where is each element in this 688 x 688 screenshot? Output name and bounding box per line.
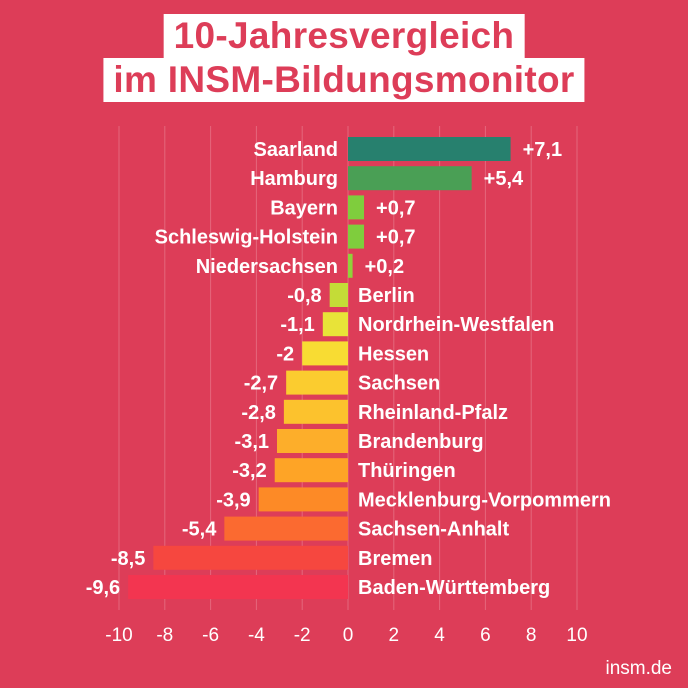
title-line-1: 10-Jahresvergleich xyxy=(163,14,525,58)
category-label: Bremen xyxy=(358,548,432,570)
value-label: -3,9 xyxy=(216,489,250,511)
value-label: -2,7 xyxy=(244,373,278,395)
title-line-2: im INSM-Bildungsmonitor xyxy=(103,58,585,102)
bar xyxy=(224,516,348,541)
bar xyxy=(274,458,348,483)
bar xyxy=(283,399,348,424)
category-label: Niedersachsen xyxy=(196,256,338,278)
category-label: Hamburg xyxy=(250,168,338,190)
category-label: Baden-Württemberg xyxy=(358,577,550,599)
bar xyxy=(277,429,348,453)
x-tick-label: -2 xyxy=(294,625,311,646)
value-label: -8,5 xyxy=(111,548,145,570)
value-label: -5,4 xyxy=(182,519,217,541)
category-label: Brandenburg xyxy=(358,431,484,453)
category-label: Schleswig-Holstein xyxy=(155,227,338,249)
value-label: +0,2 xyxy=(365,256,404,278)
x-tick-label: 6 xyxy=(480,625,491,646)
category-label: Bayern xyxy=(270,197,338,219)
bar xyxy=(286,370,348,395)
bar xyxy=(348,253,353,278)
bar xyxy=(302,341,348,366)
x-tick-label: -10 xyxy=(105,625,132,646)
value-label: +0,7 xyxy=(376,227,415,249)
bar xyxy=(348,166,472,191)
value-label: -9,6 xyxy=(86,577,120,599)
category-label: Sachsen-Anhalt xyxy=(358,519,509,541)
value-label: -2,8 xyxy=(241,402,275,424)
value-label: -3,1 xyxy=(235,431,269,453)
category-label: Saarland xyxy=(254,139,338,161)
category-label: Sachsen xyxy=(358,373,440,395)
x-tick-label: -4 xyxy=(248,625,265,646)
x-tick-label: 4 xyxy=(434,625,445,646)
category-label: Nordrhein-Westfalen xyxy=(358,314,554,336)
category-label: Rheinland-Pfalz xyxy=(358,402,508,424)
bar xyxy=(329,283,348,307)
category-label: Hessen xyxy=(358,343,429,365)
bar xyxy=(348,137,511,161)
x-tick-label: 10 xyxy=(566,625,587,646)
source-label: insm.de xyxy=(605,658,672,679)
bar xyxy=(258,487,348,512)
value-label: -2 xyxy=(276,343,294,365)
x-tick-label: 2 xyxy=(389,625,400,646)
value-label: -0,8 xyxy=(287,285,321,307)
value-label: -1,1 xyxy=(280,314,314,336)
x-tick-label: 8 xyxy=(526,625,537,646)
bar xyxy=(322,312,348,337)
value-label: +0,7 xyxy=(376,197,415,219)
x-tick-label: 0 xyxy=(343,625,354,646)
category-label: Mecklenburg-Vorpommern xyxy=(358,489,611,511)
value-label: -3,2 xyxy=(232,460,266,482)
value-label: +7,1 xyxy=(523,139,562,161)
bar xyxy=(128,575,348,599)
bar xyxy=(348,224,365,249)
bar xyxy=(348,195,365,220)
x-tick-label: -8 xyxy=(156,625,173,646)
bar xyxy=(153,545,348,570)
x-tick-label: -6 xyxy=(202,625,219,646)
category-label: Thüringen xyxy=(358,460,456,482)
value-label: +5,4 xyxy=(484,168,524,190)
category-label: Berlin xyxy=(358,285,415,307)
